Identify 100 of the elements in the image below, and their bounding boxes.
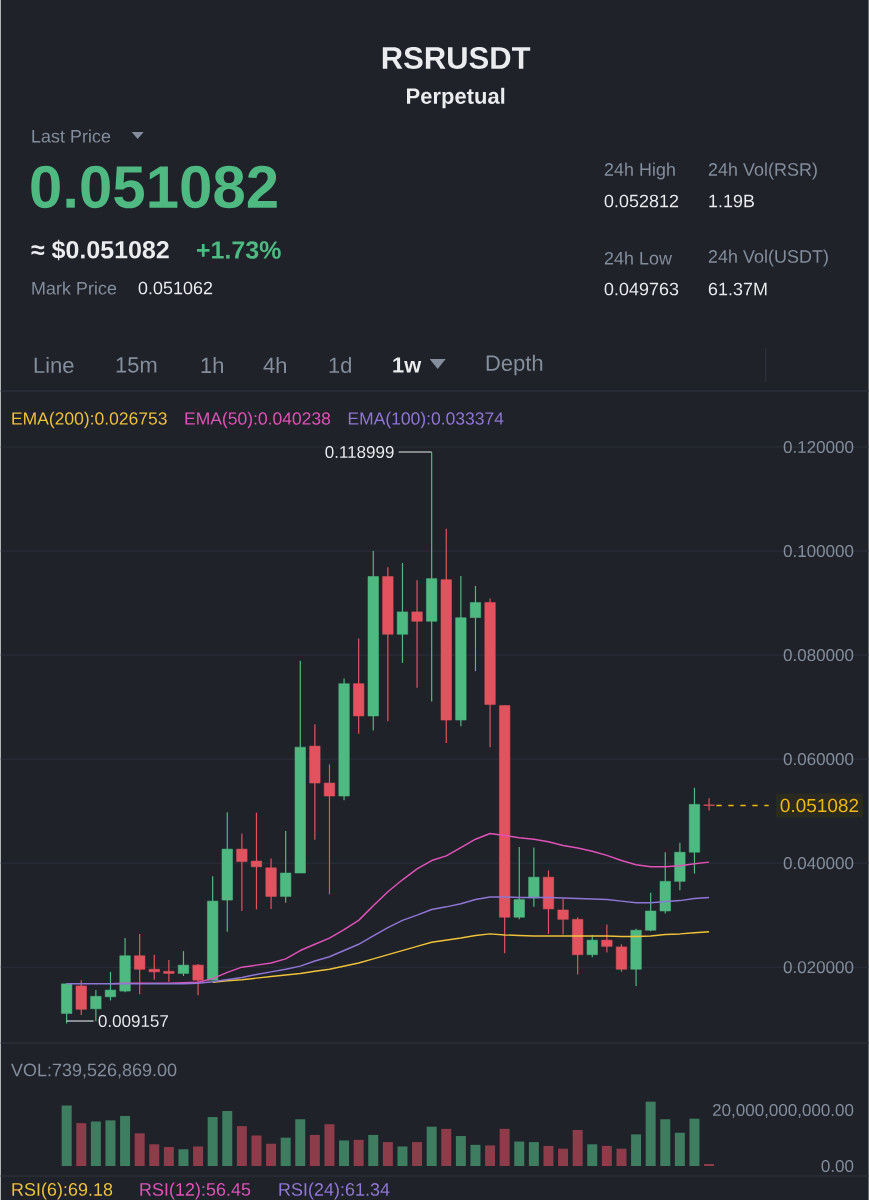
bar (251, 1135, 262, 1167)
y-tick-label: 0.100000 (783, 545, 854, 558)
bar (660, 1119, 671, 1167)
candlestick (236, 832, 248, 912)
text: RSI(6):69.18 (12, 1182, 113, 1200)
candlestick (323, 763, 335, 895)
text: 24h Vol(RSR) (708, 162, 817, 180)
text: 0.051082 (31, 165, 277, 209)
bar (514, 1141, 525, 1167)
bar (90, 1121, 101, 1167)
bar (411, 1142, 422, 1167)
bar (382, 1142, 393, 1167)
candlestick (703, 797, 715, 812)
bar (616, 1148, 627, 1167)
text: VOL:739,526,869.00 (10, 1063, 177, 1079)
candlestick (557, 897, 569, 936)
bar (207, 1117, 218, 1167)
chart-subtitle: Perpetual (406, 87, 505, 109)
text: 1w (393, 357, 422, 373)
bar (689, 1118, 700, 1167)
bar (309, 1134, 320, 1167)
bar (470, 1144, 481, 1167)
bar (295, 1119, 306, 1167)
text: 0.052812 (604, 194, 678, 208)
bar (499, 1128, 510, 1167)
candlestick (75, 979, 87, 1016)
text: EMA(100):0.033374 (348, 411, 504, 429)
bar (324, 1124, 335, 1167)
bar (61, 1105, 72, 1167)
candlestick (177, 950, 189, 977)
candlestick (615, 943, 627, 973)
bar (76, 1123, 87, 1167)
text: 0.049763 (604, 282, 679, 296)
bar (397, 1146, 408, 1167)
bar (353, 1139, 364, 1167)
bar (280, 1137, 291, 1167)
bar (105, 1120, 116, 1167)
text: EMA(200):0.026753 (12, 411, 167, 429)
ref-line-label: 0.051082 (780, 798, 858, 813)
candlestick (411, 579, 423, 689)
annotation: 0.118999 (325, 445, 394, 459)
candlestick (644, 892, 657, 932)
annotation: 0.009157 (98, 1014, 168, 1028)
bar (178, 1149, 189, 1167)
text: +1.73% (196, 241, 281, 259)
candlestick (601, 923, 613, 954)
y-tick-label: 0.020000 (783, 961, 854, 974)
bar (484, 1145, 495, 1167)
bar (119, 1115, 130, 1167)
bar (236, 1126, 247, 1167)
text: Last Price (32, 129, 110, 143)
bar (134, 1133, 145, 1167)
bar (601, 1145, 612, 1167)
candlestick (469, 585, 481, 672)
bar (192, 1146, 203, 1167)
bar (265, 1143, 276, 1167)
candlestick (192, 963, 204, 996)
text: 0.051062 (138, 281, 212, 295)
y-tick-label: 0.120000 (783, 440, 854, 454)
bar (543, 1145, 554, 1167)
bar (163, 1147, 174, 1167)
chart-title: RSRUSDT (382, 47, 531, 69)
bar (149, 1144, 160, 1167)
text: 1d (329, 356, 351, 374)
bar (528, 1142, 539, 1167)
candlestick (513, 846, 525, 920)
y-tick-label: 20,000,000,000.00 (712, 1103, 854, 1119)
candlestick (279, 830, 292, 904)
bar (587, 1144, 598, 1167)
candlestick (396, 562, 408, 664)
text: EMA(50):0.040238 (185, 411, 330, 429)
bar (426, 1126, 437, 1167)
bar (572, 1129, 583, 1167)
text: RSI(24):61.34 (279, 1182, 390, 1200)
bar (703, 1163, 714, 1167)
text: RSI(12):56.45 (140, 1182, 251, 1200)
candlestick (163, 959, 175, 983)
bar (338, 1140, 349, 1167)
text: 1.19B (709, 194, 754, 208)
y-tick-label: 0.040000 (783, 857, 854, 870)
text: 24h Vol(USDT) (708, 249, 828, 267)
bar (368, 1134, 379, 1167)
text: 15m (116, 357, 157, 373)
candlestick (148, 954, 160, 981)
text: Line (34, 356, 74, 374)
bar (674, 1132, 685, 1167)
text: 4h (263, 357, 286, 373)
y-tick-label: 0.060000 (783, 753, 854, 766)
y-tick-label: 0.080000 (783, 649, 854, 662)
text: 1h (201, 357, 223, 373)
text: Mark Price (32, 281, 116, 295)
candlestick (250, 812, 262, 911)
candlestick (528, 846, 540, 908)
y-tick-label: 0.00 (821, 1159, 854, 1173)
text: 24h Low (604, 251, 672, 265)
text: 61.37M (708, 282, 767, 296)
bar (645, 1101, 656, 1167)
text: 24h High (604, 162, 675, 180)
candlestick (133, 933, 146, 995)
bar (557, 1148, 568, 1167)
